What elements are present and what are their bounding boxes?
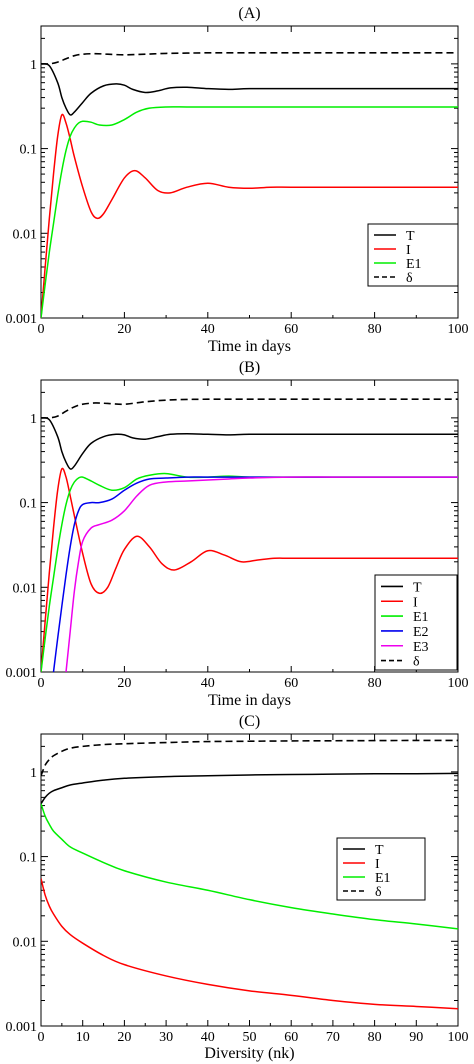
- legend-label: T: [375, 843, 384, 858]
- y-tick-label: 1: [30, 766, 37, 781]
- y-tick-label: 0.001: [6, 666, 38, 681]
- legend-label: δ: [413, 655, 420, 670]
- x-tick-label: 0: [38, 322, 45, 337]
- legend-label: E1: [406, 257, 422, 272]
- legend-label: E1: [375, 871, 391, 886]
- chart-title: (B): [239, 359, 260, 376]
- y-tick-label: 0.001: [6, 1020, 38, 1035]
- series-line-δ: [41, 398, 458, 419]
- x-tick-label: 0: [38, 676, 45, 691]
- y-tick-label: 1: [30, 412, 37, 427]
- legend-box: [367, 223, 459, 287]
- y-tick-label: 1: [30, 58, 37, 73]
- chart-panel: (A) 0 20 40 60 80 100 0.001 0.01 0.1 1 Time in days…: [6, 5, 469, 355]
- series-line-E1: [41, 106, 458, 318]
- series-line-T: [41, 772, 458, 805]
- x-tick-label: 80: [368, 1030, 382, 1045]
- x-tick-label: 40: [201, 1030, 215, 1045]
- legend-label: δ: [406, 271, 413, 286]
- x-tick-label: 0: [38, 1030, 45, 1045]
- x-tick-label: 30: [159, 1030, 173, 1045]
- series-line-T: [41, 417, 458, 470]
- series-line-I: [41, 878, 458, 1010]
- y-tick-label: 0.01: [13, 581, 38, 596]
- x-tick-label: 80: [368, 322, 382, 337]
- legend-label: T: [413, 580, 422, 595]
- y-tick-label: 0.1: [20, 143, 38, 158]
- legend-label: E3: [413, 640, 429, 655]
- legend-label: I: [406, 243, 411, 258]
- x-tick-label: 90: [409, 1030, 423, 1045]
- chart-panel: (B) 0 20 40 60 80 100 0.001 0.01 0.1 1 Time in days…: [6, 359, 469, 709]
- series-line-T: [41, 63, 458, 116]
- x-tick-label: 60: [284, 676, 298, 691]
- chart-panel: (C) 0 10 20 30 40 50 60 70 80 90 100 0.001 0.01 0.1 1 Di…: [6, 713, 469, 1062]
- x-tick-label: 10: [76, 1030, 90, 1045]
- series-line-δ: [41, 739, 458, 777]
- x-tick-label: 60: [284, 1030, 298, 1045]
- x-tick-label: 40: [201, 322, 215, 337]
- series-group: [41, 52, 458, 318]
- chart-title: (C): [239, 713, 260, 730]
- x-axis-label: Time in days: [208, 338, 291, 355]
- legend-label: I: [375, 857, 380, 872]
- x-tick-label: 40: [201, 676, 215, 691]
- series-line-I: [41, 467, 458, 672]
- y-tick-label: 0.001: [6, 312, 38, 327]
- legend-box: [374, 574, 458, 671]
- legend-label: T: [406, 229, 415, 244]
- legend-label: δ: [375, 885, 382, 900]
- x-tick-label: 100: [448, 676, 469, 691]
- y-tick-label: 0.01: [13, 935, 38, 950]
- legend-label: I: [413, 595, 418, 610]
- x-tick-label: 20: [117, 1030, 131, 1045]
- y-tick-label: 0.1: [20, 851, 38, 866]
- legend-label: E2: [413, 625, 429, 640]
- y-tick-label: 0.1: [20, 497, 38, 512]
- x-axis-label: Time in days: [208, 692, 291, 709]
- x-tick-label: 20: [117, 322, 131, 337]
- x-tick-label: 70: [326, 1030, 340, 1045]
- y-tick-label: 0.01: [13, 227, 38, 242]
- series-line-δ: [41, 52, 458, 65]
- series-line-I: [41, 113, 458, 318]
- x-tick-label: 100: [448, 1030, 469, 1045]
- legend-label: E1: [413, 610, 429, 625]
- x-axis-label: Diversity (nk): [204, 1045, 294, 1062]
- x-tick-label: 50: [243, 1030, 257, 1045]
- series-line-E3: [65, 476, 458, 672]
- series-group: [41, 398, 458, 672]
- x-tick-label: 100: [448, 322, 469, 337]
- series-line-E1: [41, 803, 458, 930]
- x-tick-label: 20: [117, 676, 131, 691]
- series-group: [41, 739, 458, 1010]
- x-tick-label: 80: [368, 676, 382, 691]
- x-tick-label: 60: [284, 322, 298, 337]
- chart-title: (A): [238, 5, 260, 22]
